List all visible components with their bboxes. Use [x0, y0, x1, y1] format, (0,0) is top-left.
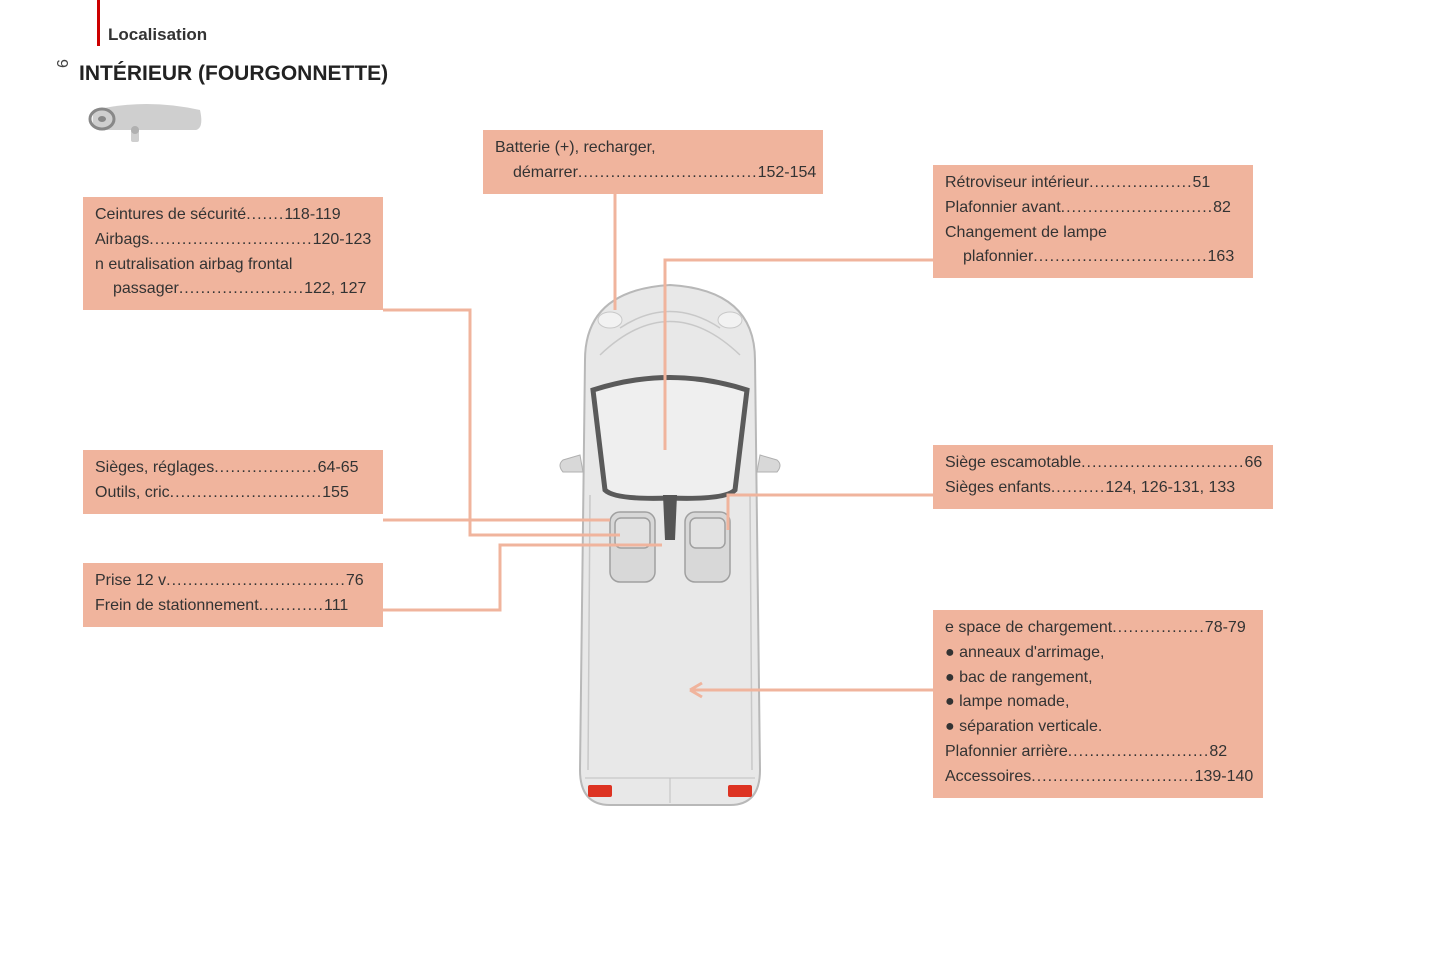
dashboard-icon	[86, 100, 206, 146]
callout-row: Ceintures de sécurité.......118-119	[95, 203, 371, 228]
callout-pages: 139-140	[1195, 768, 1254, 785]
callout-pages: 152-154	[758, 164, 817, 181]
callout-label: démarrer	[513, 164, 578, 181]
leader-dots: ..........	[1051, 479, 1105, 496]
callout-row: Prise 12 v..............................…	[95, 569, 371, 594]
callout-pages: 120-123	[313, 231, 372, 248]
callout-pages: 122, 127	[304, 280, 366, 297]
callout-label: Rétroviseur intérieur	[945, 174, 1089, 191]
callout-row: lampe nomade,	[945, 690, 1251, 715]
callout-label: Outils, cric	[95, 484, 170, 501]
callout-label: e space de chargement	[945, 619, 1112, 636]
callout-label: Plafonnier avant	[945, 199, 1061, 216]
callout-seatbelts-airbags: Ceintures de sécurité.......118-119Airba…	[83, 197, 383, 310]
leader-dots: .......................	[179, 280, 304, 297]
callout-label: Prise 12 v	[95, 572, 166, 589]
callout-mirror-domelight: Rétroviseur intérieur...................…	[933, 165, 1253, 278]
callout-label: Changement de lampe	[945, 224, 1107, 241]
callout-12v-brake: Prise 12 v..............................…	[83, 563, 383, 627]
callout-label: Plafonnier arrière	[945, 743, 1068, 760]
leader-dots: ............	[259, 597, 324, 614]
callout-pages: 78-79	[1205, 619, 1246, 636]
callout-row: Rétroviseur intérieur...................…	[945, 171, 1241, 196]
callout-row: Sièges, réglages...................64-65	[95, 456, 371, 481]
leader-dots: .......	[246, 206, 284, 223]
callout-row: n eutralisation airbag frontal	[95, 253, 371, 278]
callout-label: anneaux d'arrimage,	[959, 644, 1104, 661]
callout-row: e space de chargement.................78…	[945, 616, 1251, 641]
leader-dots: ..............................	[149, 231, 312, 248]
callout-row: passager.......................122, 127	[95, 277, 371, 302]
callout-label: Accessoires	[945, 768, 1031, 785]
callout-row: anneaux d'arrimage,	[945, 641, 1251, 666]
leader-dots: ...................	[214, 459, 317, 476]
leader-dots: ..........................	[1068, 743, 1210, 760]
callout-row: bac de rangement,	[945, 666, 1251, 691]
callout-row: séparation verticale.	[945, 715, 1251, 740]
callout-row: plafonnier..............................…	[945, 245, 1241, 270]
callout-row: Accessoires.............................…	[945, 765, 1251, 790]
page-title: INTÉRIEUR (FOURGONNETTE)	[79, 62, 388, 86]
callout-label: Ceintures de sécurité	[95, 206, 246, 223]
accent-bar	[97, 0, 100, 46]
callout-row: Airbags..............................120…	[95, 228, 371, 253]
callout-row: Changement de lampe	[945, 221, 1241, 246]
callout-pages: 163	[1208, 248, 1235, 265]
callout-label: lampe nomade,	[959, 693, 1069, 710]
section-label: Localisation	[108, 25, 207, 45]
callout-seats-tools: Sièges, réglages...................64-65…	[83, 450, 383, 514]
leader-dots: .................................	[578, 164, 758, 181]
leader-dots: ............................	[170, 484, 322, 501]
callout-label: Frein de stationnement	[95, 597, 259, 614]
callout-pages: 64-65	[318, 459, 359, 476]
leader-dots: .................................	[166, 572, 346, 589]
callout-cargo: e space de chargement.................78…	[933, 610, 1263, 798]
callout-label: Sièges, réglages	[95, 459, 214, 476]
callout-label: n eutralisation airbag frontal	[95, 256, 292, 273]
leader-dots: ..............................	[1081, 454, 1244, 471]
callout-pages: 76	[346, 572, 364, 589]
callout-pages: 118-119	[284, 206, 340, 223]
callout-row: Batterie (+), recharger,	[495, 136, 811, 161]
leader-dots: ...................	[1089, 174, 1192, 191]
callout-foldseat-childseats: Siège escamotable.......................…	[933, 445, 1273, 509]
callout-row: démarrer................................…	[495, 161, 811, 186]
callout-row: Outils, cric............................…	[95, 481, 371, 506]
callout-pages: 155	[322, 484, 349, 501]
callout-label: Siège escamotable	[945, 454, 1081, 471]
callout-label: Airbags	[95, 231, 149, 248]
callout-pages: 111	[324, 597, 348, 614]
callout-label: Sièges enfants	[945, 479, 1051, 496]
callout-label: Batterie (+), recharger,	[495, 139, 656, 156]
callout-label: séparation verticale.	[959, 718, 1102, 735]
callout-label: bac de rangement,	[959, 669, 1092, 686]
callout-label: passager	[113, 280, 179, 297]
vehicle-top-view	[555, 280, 785, 820]
callout-pages: 82	[1213, 199, 1231, 216]
callout-pages: 82	[1209, 743, 1227, 760]
leader-dots: .................	[1112, 619, 1205, 636]
callout-row: Siège escamotable.......................…	[945, 451, 1261, 476]
callout-battery: Batterie (+), recharger, démarrer........…	[483, 130, 823, 194]
leader-dots: ................................	[1033, 248, 1207, 265]
page-number: 6	[55, 59, 73, 68]
leader-dots: ..............................	[1031, 768, 1194, 785]
callout-row: Frein de stationnement............111	[95, 594, 371, 619]
leader-dots: ............................	[1061, 199, 1213, 216]
callout-row: Plafonnier arrière......................…	[945, 740, 1251, 765]
callout-pages: 51	[1193, 174, 1211, 191]
callout-row: Plafonnier avant........................…	[945, 196, 1241, 221]
callout-label: plafonnier	[963, 248, 1033, 265]
callout-pages: 66	[1244, 454, 1262, 471]
callout-row: Sièges enfants..........124, 126-131, 13…	[945, 476, 1261, 501]
callout-pages: 124, 126-131, 133	[1105, 479, 1235, 496]
